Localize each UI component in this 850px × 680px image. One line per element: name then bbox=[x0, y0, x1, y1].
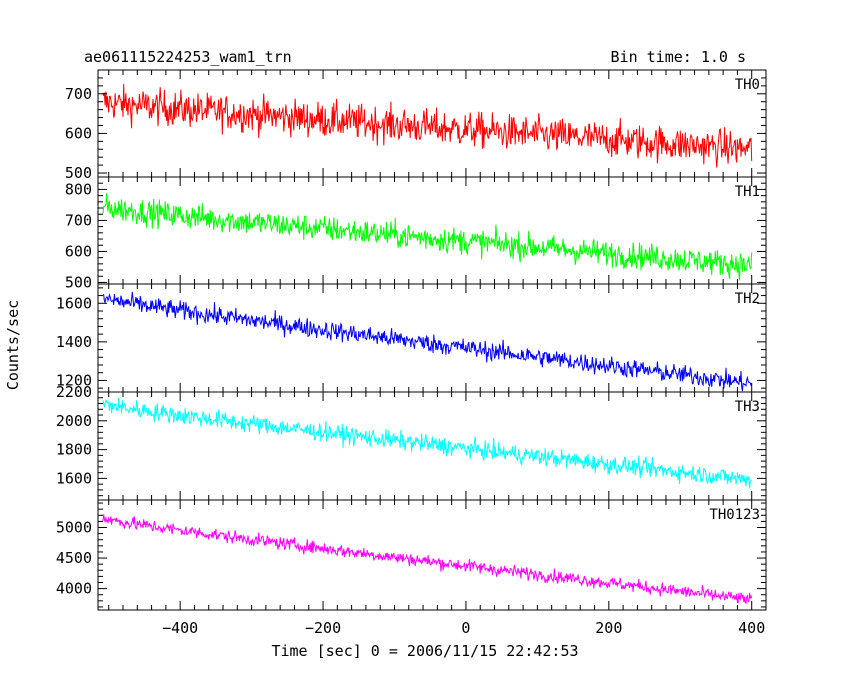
y-tick-label: 4500 bbox=[56, 549, 92, 567]
y-axis-title: Counts/sec bbox=[4, 300, 22, 390]
panel-label: TH0 bbox=[735, 77, 760, 93]
y-tick-label: 700 bbox=[65, 211, 92, 229]
y-tick-label: 500 bbox=[65, 273, 92, 291]
bin-time-label: Bin time: 1.0 s bbox=[611, 48, 746, 66]
panels-group: 500 600 700 TH0 500 600 700 800 TH1 1200 1400 1600 T… bbox=[56, 69, 767, 611]
x-tick-label: 200 bbox=[595, 619, 622, 637]
panel-frame bbox=[97, 176, 767, 285]
y-tick-label: 500 bbox=[65, 164, 92, 182]
y-tick-label: 1600 bbox=[56, 294, 92, 312]
x-tick-label: −400 bbox=[162, 619, 198, 637]
panel-th0123: 4000 4500 5000 TH0123 bbox=[56, 499, 767, 611]
x-axis: −400 −200 0 200 400 bbox=[162, 619, 765, 637]
y-tick-label: 800 bbox=[65, 180, 92, 198]
panel-label: TH3 bbox=[735, 399, 760, 415]
y-tick-label: 600 bbox=[65, 242, 92, 260]
series-th2 bbox=[102, 291, 753, 392]
y-tick-label: 600 bbox=[65, 124, 92, 142]
panel-frame bbox=[97, 283, 767, 393]
panel-frame bbox=[97, 391, 767, 501]
series-th1 bbox=[102, 192, 753, 281]
series-th0 bbox=[102, 84, 753, 168]
panel-label: TH1 bbox=[735, 184, 760, 200]
y-tick-label: 5000 bbox=[56, 519, 92, 537]
panel-label: TH0123 bbox=[709, 507, 760, 523]
x-tick-label: 400 bbox=[738, 619, 765, 637]
x-tick-label: −200 bbox=[305, 619, 341, 637]
y-tick-label: 1400 bbox=[56, 333, 92, 351]
y-tick-label: 2200 bbox=[56, 383, 92, 401]
x-tick-label: 0 bbox=[461, 619, 470, 637]
y-tick-label: 2000 bbox=[56, 412, 92, 430]
series-th3 bbox=[102, 397, 752, 489]
y-tick-label: 4000 bbox=[56, 580, 92, 598]
series-th0123 bbox=[102, 514, 753, 605]
panel-frame bbox=[97, 499, 767, 611]
chart-title: ae061115224253_wam1_trn bbox=[84, 48, 292, 66]
x-axis-title: Time [sec] 0 = 2006/11/15 22:42:53 bbox=[271, 642, 578, 660]
panel-th3: 1600 1800 2000 2200 TH3 bbox=[56, 383, 767, 501]
panel-label: TH2 bbox=[735, 291, 760, 307]
panel-th0: 500 600 700 TH0 bbox=[65, 69, 767, 182]
y-tick-label: 1200 bbox=[56, 371, 92, 389]
panel-th2: 1200 1400 1600 TH2 bbox=[56, 283, 767, 393]
panel-th1: 500 600 700 800 TH1 bbox=[65, 176, 767, 291]
y-tick-label: 1600 bbox=[56, 469, 92, 487]
y-tick-label: 1800 bbox=[56, 441, 92, 459]
y-tick-label: 700 bbox=[65, 85, 92, 103]
